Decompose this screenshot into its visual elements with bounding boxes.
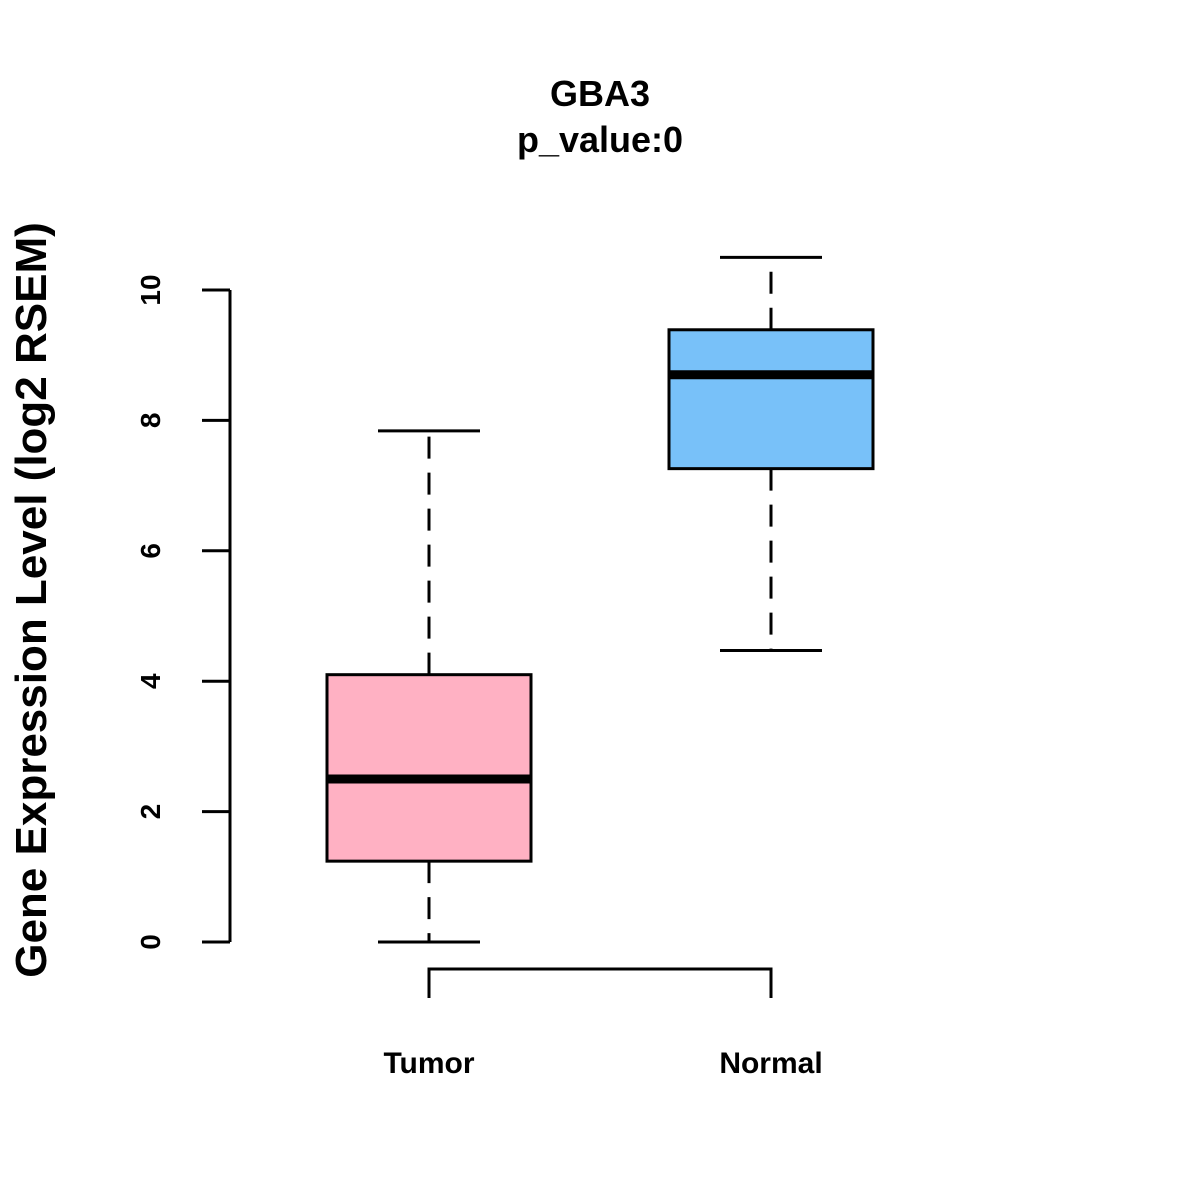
plot-area <box>325 255 875 944</box>
y-tick-label: 8 <box>135 413 166 429</box>
chart-subtitle: p_value:0 <box>517 119 683 160</box>
y-tick-label: 2 <box>135 804 166 820</box>
y-tick-label: 4 <box>135 673 166 689</box>
iqr-box <box>325 673 533 863</box>
iqr-box <box>667 328 875 471</box>
box-normal <box>667 255 875 653</box>
chart-title: GBA3 <box>550 73 650 114</box>
y-axis: 0 2 4 6 8 10 <box>135 274 232 950</box>
comparison-bracket <box>427 967 773 998</box>
box-tumor <box>325 429 533 944</box>
y-tick-label: 10 <box>135 274 166 305</box>
y-axis-title: Gene Expression Level (log2 RSEM) <box>7 222 56 978</box>
bracket-line <box>427 967 773 998</box>
x-axis-labels: Tumor Normal <box>383 1047 822 1080</box>
y-tick-label: 0 <box>135 934 166 950</box>
x-category-label-normal: Normal <box>719 1047 822 1080</box>
y-tick-label: 6 <box>135 543 166 559</box>
x-category-label-tumor: Tumor <box>383 1047 474 1080</box>
